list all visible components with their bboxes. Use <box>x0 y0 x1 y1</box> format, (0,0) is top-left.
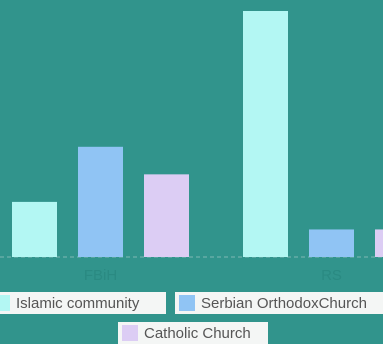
legend-label-islamic: Islamic community <box>16 294 140 312</box>
bar-rs-2[interactable] <box>375 229 383 257</box>
bar-rs-1[interactable] <box>309 229 354 257</box>
legend-swatch-islamic <box>0 295 10 311</box>
x-tick-label-rs: RS <box>321 267 342 284</box>
legend-item-catholic-church[interactable]: Catholic Church <box>118 322 268 344</box>
legend-swatch-catholic <box>122 325 138 341</box>
legend-label-serbian: Serbian OrthodoxChurch <box>201 294 367 312</box>
bar-fbih-2[interactable] <box>144 174 189 257</box>
legend: Islamic community Serbian OrthodoxChurch… <box>0 290 383 344</box>
bar-rs-0[interactable] <box>243 11 288 257</box>
x-tick-labels: FBiH RS <box>84 267 342 284</box>
bars-group <box>12 11 383 257</box>
legend-item-islamic-community[interactable]: Islamic community <box>0 292 166 314</box>
legend-label-catholic: Catholic Church <box>144 324 251 342</box>
bar-fbih-0[interactable] <box>12 201 57 257</box>
x-tick-label-fbih: FBiH <box>84 267 117 284</box>
legend-swatch-serbian <box>179 295 195 311</box>
bar-chart: FBiH RS <box>0 11 383 284</box>
bar-fbih-1[interactable] <box>78 146 123 257</box>
legend-item-serbian-orthodox-church[interactable]: Serbian OrthodoxChurch <box>175 292 383 314</box>
